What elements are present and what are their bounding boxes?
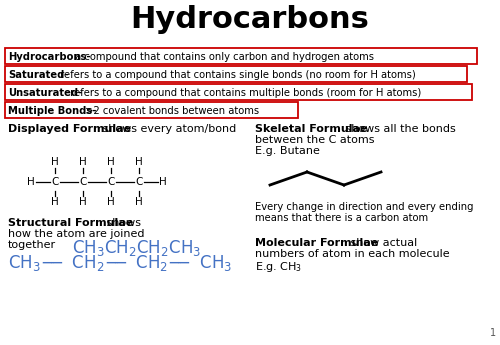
Text: Hydrocarbons-: Hydrocarbons- bbox=[8, 51, 90, 61]
Text: Saturated-: Saturated- bbox=[8, 69, 68, 79]
Text: H: H bbox=[79, 197, 87, 207]
Text: Multiple Bonds-: Multiple Bonds- bbox=[8, 106, 96, 116]
Text: H: H bbox=[135, 157, 143, 167]
Text: H: H bbox=[27, 177, 35, 187]
Text: H: H bbox=[135, 197, 143, 207]
Text: between the C atoms: between the C atoms bbox=[255, 135, 374, 145]
Bar bbox=[5, 48, 477, 64]
Bar bbox=[5, 84, 472, 100]
Text: E.g. CH$_3$: E.g. CH$_3$ bbox=[255, 260, 302, 274]
Text: shows every atom/bond: shows every atom/bond bbox=[99, 124, 236, 134]
Text: means that there is a carbon atom: means that there is a carbon atom bbox=[255, 213, 428, 223]
Text: C: C bbox=[136, 177, 142, 187]
Text: $\mathregular{CH_3}$$\mathregular{-\!\!\!-}$$\mathregular{\ CH_2}$$\mathregular{: $\mathregular{CH_3}$$\mathregular{-\!\!\… bbox=[8, 253, 232, 273]
Text: E.g. Butane: E.g. Butane bbox=[255, 146, 320, 156]
Text: together: together bbox=[8, 240, 56, 250]
Text: shows all the bonds: shows all the bonds bbox=[342, 124, 456, 134]
Text: H: H bbox=[159, 177, 167, 187]
Text: C: C bbox=[80, 177, 86, 187]
Text: a compound that contains only carbon and hydrogen atoms: a compound that contains only carbon and… bbox=[72, 51, 374, 61]
Text: show actual: show actual bbox=[347, 238, 417, 248]
Text: 1: 1 bbox=[490, 328, 496, 338]
Text: Unsaturated-: Unsaturated- bbox=[8, 88, 82, 98]
Text: Hydrocarbons: Hydrocarbons bbox=[130, 5, 370, 34]
Text: refers to a compound that contains multiple bonds (room for H atoms): refers to a compound that contains multi… bbox=[67, 88, 421, 98]
Bar bbox=[5, 102, 298, 118]
Text: refers to a compound that contains single bonds (no room for H atoms): refers to a compound that contains singl… bbox=[57, 69, 416, 79]
Text: C: C bbox=[52, 177, 59, 187]
Bar bbox=[5, 66, 467, 82]
Text: >2 covalent bonds between atoms: >2 covalent bonds between atoms bbox=[82, 106, 258, 116]
Text: Structural Formulae: Structural Formulae bbox=[8, 218, 133, 228]
Text: how the atom are joined: how the atom are joined bbox=[8, 229, 144, 239]
Text: numbers of atom in each molecule: numbers of atom in each molecule bbox=[255, 249, 450, 259]
Text: shows: shows bbox=[103, 218, 141, 228]
Text: Molecular Formulae: Molecular Formulae bbox=[255, 238, 378, 248]
Text: $\mathregular{CH_3CH_2CH_2CH_3}$: $\mathregular{CH_3CH_2CH_2CH_3}$ bbox=[72, 238, 202, 258]
Text: H: H bbox=[107, 157, 115, 167]
Text: Skeletal Formulae: Skeletal Formulae bbox=[255, 124, 368, 134]
Text: H: H bbox=[79, 157, 87, 167]
Text: H: H bbox=[51, 157, 59, 167]
Text: H: H bbox=[51, 197, 59, 207]
Text: Displayed Formulae: Displayed Formulae bbox=[8, 124, 131, 134]
Text: Every change in direction and every ending: Every change in direction and every endi… bbox=[255, 202, 474, 212]
Text: H: H bbox=[107, 197, 115, 207]
Text: C: C bbox=[108, 177, 114, 187]
